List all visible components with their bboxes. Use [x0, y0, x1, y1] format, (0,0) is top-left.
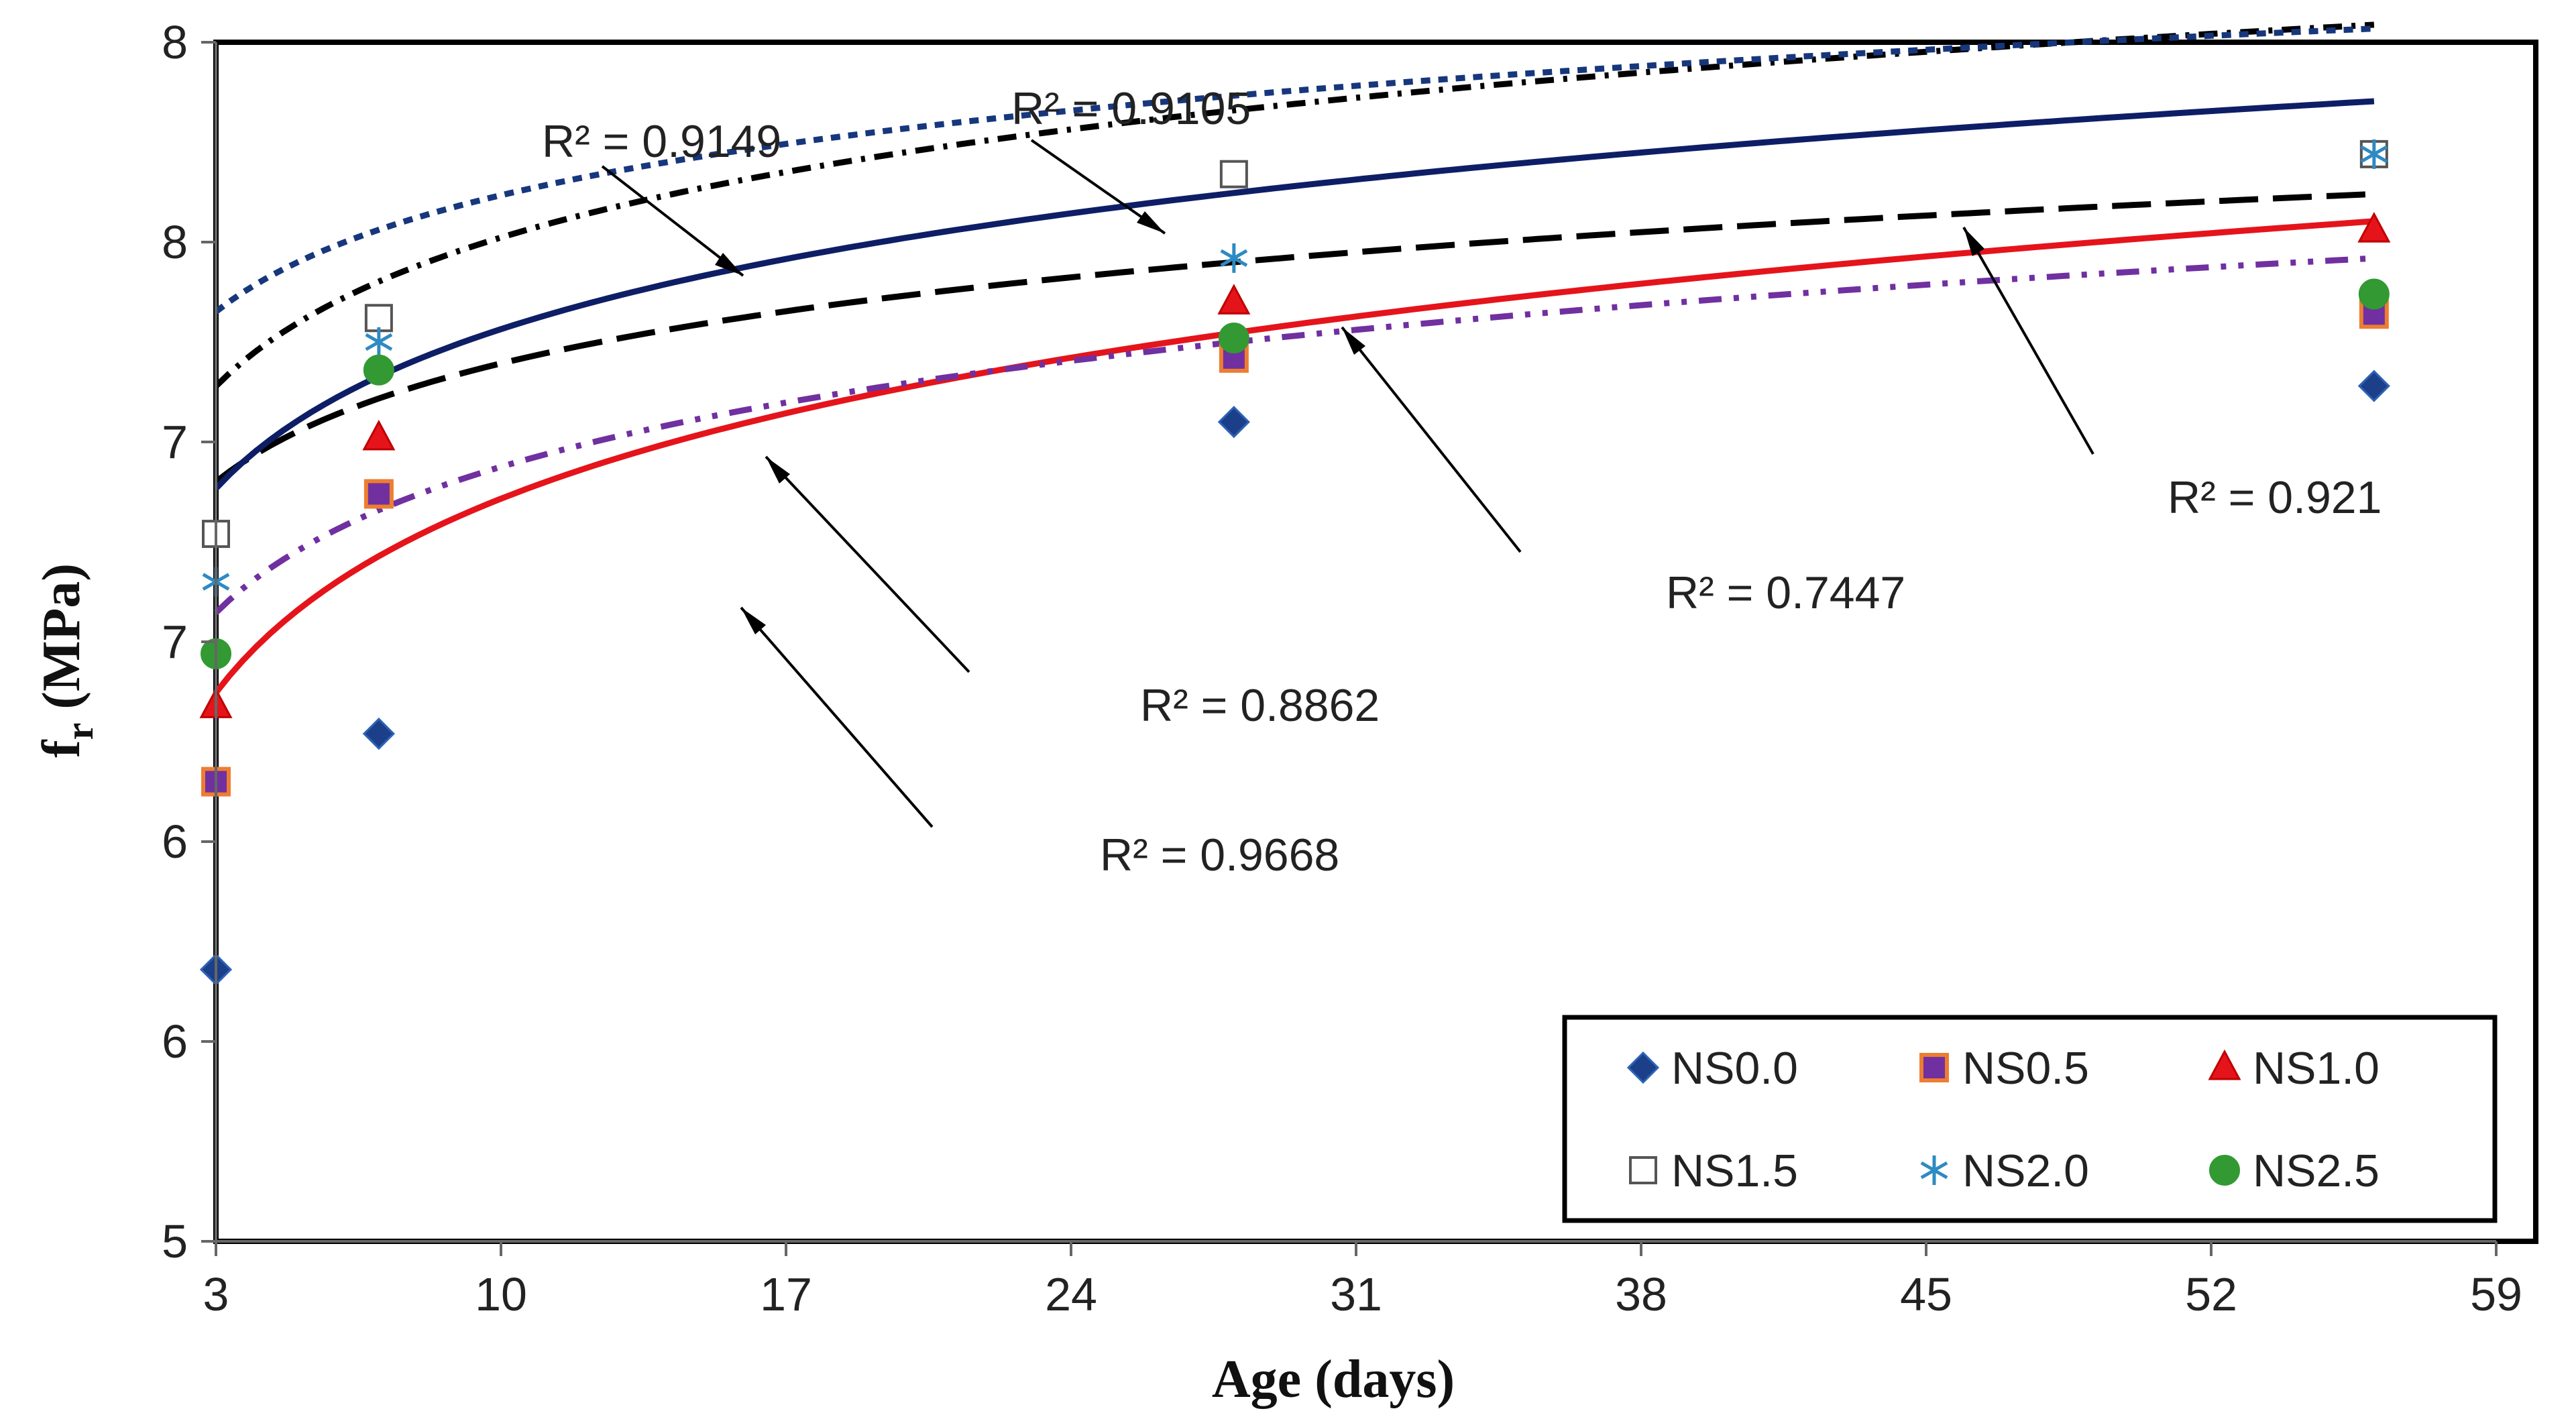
annotation-r2-ns1.0: R² = 0.7447: [1341, 326, 1905, 618]
legend: NS0.0 NS0.5 NS1.0 NS1.5 NS2.0 NS2.5: [1562, 1015, 2498, 1223]
y-tick-label-5: 5: [162, 1215, 188, 1267]
annotation-r2-ns0.5: R² = 0.8862: [765, 455, 1380, 731]
x-tick-label-31: 31: [1330, 1268, 1382, 1320]
point-ns2.5-day28: [1218, 323, 1249, 354]
trendline-ns0.5: [213, 255, 2375, 615]
y-tick-label-6: 6: [162, 815, 188, 868]
point-ns2.0-day56: [2360, 139, 2388, 169]
annotation-r2-ns0.5-label: R² = 0.8862: [1140, 680, 1380, 731]
legend-marker-ns1.5: [1629, 1156, 1657, 1184]
trendline-ns2.0: [213, 98, 2375, 491]
legend-label-ns0.0: NS0.0: [1671, 1043, 1798, 1094]
point-ns2.0-day28: [1220, 243, 1248, 273]
data-points: [199, 139, 2391, 986]
annotation-r2-ns2.0-label: R² = 0.921: [2168, 472, 2382, 523]
annotation-r2-ns1.5: R² = 0.9105: [1011, 83, 1251, 235]
point-ns2.5-day7: [363, 354, 394, 386]
x-tick-label-45: 45: [1900, 1268, 1952, 1320]
y-tick-label-5.5: 6: [162, 1015, 188, 1068]
x-axis-ticks: 3 10 17 24 31 38 45 52 59: [203, 1241, 2522, 1320]
x-tick-label-10: 10: [475, 1268, 527, 1320]
point-ns1.5-day7: [364, 304, 393, 333]
point-ns1.0-day28: [1217, 284, 1251, 315]
r-squared-annotations: R² = 0.9668 R² = 0.8862 R² = 0.7447 R² =…: [542, 83, 2382, 881]
legend-label-ns1.0: NS1.0: [2253, 1043, 2379, 1094]
trendline-ns2.5: [214, 25, 2375, 315]
point-ns0.0-day7: [362, 717, 395, 750]
annotation-r2-ns1.0-label: R² = 0.7447: [1666, 567, 1905, 618]
trendlines: [213, 21, 2375, 695]
legend-label-ns2.0: NS2.0: [1962, 1145, 2089, 1196]
point-ns2.5-day56: [2358, 278, 2390, 310]
point-ns0.0-day28: [1217, 406, 1250, 439]
legend-box: [1562, 1015, 2498, 1223]
y-axis-title-units: (MPa): [32, 563, 91, 723]
y-tick-label-7.5: 8: [162, 216, 188, 268]
annotation-r2-ns2.5-label: R² = 0.9149: [542, 116, 781, 167]
x-tick-label-24: 24: [1045, 1268, 1097, 1320]
x-tick-label-3: 3: [203, 1268, 229, 1320]
annotation-r2-ns0.0: R² = 0.9668: [740, 606, 1339, 881]
annotation-r2-ns0.0-label: R² = 0.9668: [1100, 830, 1339, 881]
legend-marker-ns2.5: [2209, 1155, 2240, 1186]
annotation-r2-ns2.5: R² = 0.9149: [542, 116, 781, 277]
legend-marker-ns0.5: [1919, 1053, 1949, 1082]
legend-marker-ns2.0: [1920, 1155, 1948, 1185]
x-tick-label-52: 52: [2185, 1268, 2237, 1320]
annotation-r2-ns2.0: R² = 0.921: [1962, 227, 2382, 523]
x-tick-label-17: 17: [760, 1268, 812, 1320]
legend-label-ns2.5: NS2.5: [2253, 1145, 2379, 1196]
point-ns0.0-day56: [2357, 370, 2390, 402]
annotation-r2-ns1.5-label: R² = 0.9105: [1011, 83, 1251, 134]
legend-label-ns0.5: NS0.5: [1962, 1043, 2089, 1094]
trendline-ns1.0: [214, 190, 2375, 484]
y-tick-label-8: 8: [162, 16, 188, 68]
x-axis-title: Age (days): [1212, 1350, 1455, 1409]
legend-marker-ns1.0: [2208, 1049, 2241, 1080]
y-tick-label-7: 7: [162, 416, 188, 468]
x-tick-label-59: 59: [2470, 1268, 2522, 1320]
trendline-ns0.0: [213, 218, 2375, 695]
point-ns1.0-day56: [2357, 211, 2391, 243]
x-tick-label-38: 38: [1615, 1268, 1667, 1320]
y-tick-label-6.5: 7: [162, 616, 188, 668]
y-axis-title: fr (MPa): [32, 563, 101, 758]
y-axis-title-sub: r: [58, 723, 101, 740]
point-ns1.0-day7: [362, 419, 396, 451]
y-axis-ticks: 5 6 6 7 7 8 8: [162, 16, 216, 1267]
point-ns1.5-day28: [1219, 160, 1248, 188]
legend-entries: NS0.0 NS0.5 NS1.0 NS1.5 NS2.0 NS2.5: [1626, 1043, 2379, 1196]
trendline-ns1.5: [213, 21, 2375, 389]
legend-label-ns1.5: NS1.5: [1671, 1145, 1798, 1196]
legend-marker-ns0.0: [1626, 1051, 1660, 1084]
y-axis-title-main: f: [32, 739, 91, 758]
point-ns0.5-day7: [363, 479, 394, 509]
point-ns2.0-day7: [365, 327, 393, 357]
